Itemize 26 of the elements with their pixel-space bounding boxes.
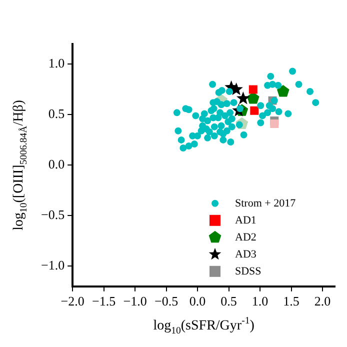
point [236, 92, 250, 104]
x-tick-label: 1.0 [252, 294, 268, 309]
point [248, 85, 258, 94]
x-tick-label: 1.5 [283, 294, 300, 309]
x-tick-label: 2.0 [314, 294, 331, 309]
point [246, 92, 260, 104]
x-tick-label: −1.5 [92, 294, 116, 309]
x-tick-label: −2.0 [60, 294, 84, 309]
point [270, 120, 279, 128]
y-tick-label: 0.5 [48, 106, 65, 122]
y-tick-label: −1.0 [40, 258, 65, 273]
x-tick-label: 0.0 [189, 294, 206, 309]
x-tick-label: −1.0 [123, 294, 147, 309]
legend-label: AD1 [235, 214, 256, 226]
x-tick-label: 0.5 [220, 294, 237, 309]
legend-label: AD3 [235, 248, 257, 260]
point [276, 84, 290, 97]
y-axis-title: log10([OIII]5006.84Å/Hβ) [11, 100, 30, 230]
y-tick-label: −0.5 [40, 207, 65, 222]
legend-label: SDSS [235, 265, 262, 278]
y-tick-label: 1.0 [48, 56, 65, 71]
x-tick-label: −0.5 [154, 294, 178, 309]
point [250, 106, 259, 115]
legend-label: Strom + 2017 [235, 197, 296, 210]
legend-label: AD2 [235, 231, 256, 244]
y-tick-label: 0.0 [48, 156, 65, 172]
